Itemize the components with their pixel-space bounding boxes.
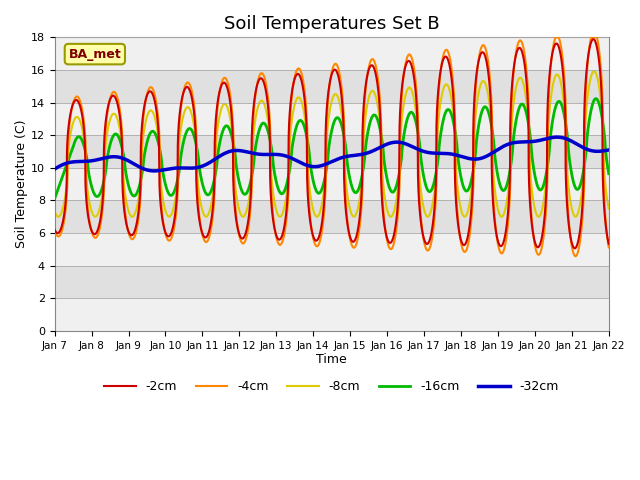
Bar (54, 103, 609, 135)
Bar (54, 265, 609, 298)
Bar (54, 135, 609, 168)
Y-axis label: Soil Temperature (C): Soil Temperature (C) (15, 120, 28, 248)
Title: Soil Temperatures Set B: Soil Temperatures Set B (224, 15, 440, 33)
X-axis label: Time: Time (316, 353, 347, 366)
Bar (54, 168, 609, 200)
Legend: -2cm, -4cm, -8cm, -16cm, -32cm: -2cm, -4cm, -8cm, -16cm, -32cm (99, 375, 564, 398)
Bar (54, 70, 609, 103)
Bar (54, 200, 609, 233)
Bar (54, 37, 609, 70)
Bar (54, 233, 609, 265)
Text: BA_met: BA_met (68, 48, 121, 60)
Bar (54, 298, 609, 331)
